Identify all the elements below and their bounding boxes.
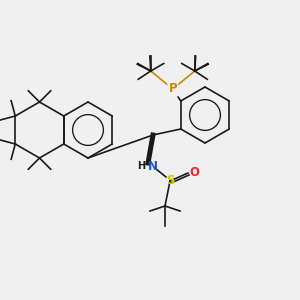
Text: N: N	[148, 160, 158, 172]
Text: H: H	[137, 161, 145, 171]
Text: P: P	[168, 82, 177, 95]
Text: O: O	[189, 167, 199, 179]
Text: S: S	[166, 175, 174, 188]
